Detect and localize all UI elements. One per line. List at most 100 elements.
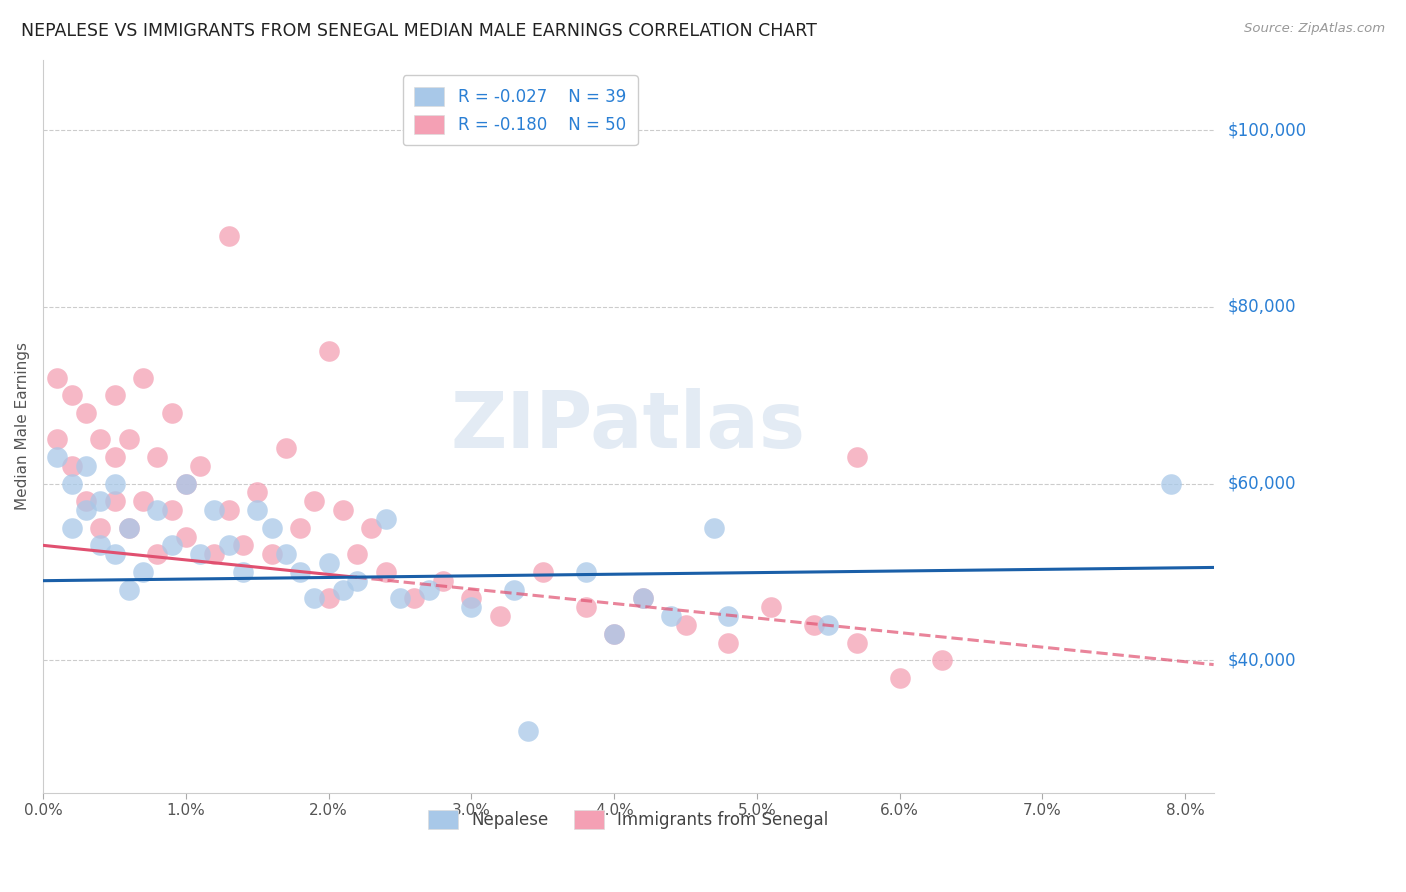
Point xyxy=(631,591,654,606)
Point xyxy=(517,723,540,738)
Point xyxy=(603,626,626,640)
Point xyxy=(374,565,396,579)
Point xyxy=(89,433,111,447)
Point xyxy=(260,547,283,561)
Point xyxy=(304,494,326,508)
Point xyxy=(174,476,197,491)
Point xyxy=(103,476,125,491)
Point xyxy=(232,565,254,579)
Text: $60,000: $60,000 xyxy=(1227,475,1296,492)
Point xyxy=(304,591,326,606)
Point xyxy=(146,503,169,517)
Point xyxy=(118,582,141,597)
Point xyxy=(374,512,396,526)
Text: $80,000: $80,000 xyxy=(1227,298,1296,316)
Point xyxy=(1160,476,1182,491)
Point xyxy=(218,538,240,552)
Point xyxy=(75,494,97,508)
Point xyxy=(188,547,211,561)
Point xyxy=(174,529,197,543)
Point xyxy=(332,503,354,517)
Point xyxy=(218,503,240,517)
Point xyxy=(489,609,512,624)
Point xyxy=(75,406,97,420)
Point xyxy=(246,485,269,500)
Point xyxy=(160,538,183,552)
Text: $100,000: $100,000 xyxy=(1227,121,1306,139)
Point xyxy=(503,582,526,597)
Point xyxy=(89,521,111,535)
Point xyxy=(60,388,83,402)
Point xyxy=(103,450,125,464)
Point xyxy=(60,458,83,473)
Point xyxy=(118,521,141,535)
Point xyxy=(418,582,440,597)
Point xyxy=(118,521,141,535)
Point xyxy=(204,547,226,561)
Legend: Nepalese, Immigrants from Senegal: Nepalese, Immigrants from Senegal xyxy=(422,803,835,836)
Point xyxy=(931,653,953,667)
Point xyxy=(803,618,825,632)
Point xyxy=(574,565,596,579)
Point xyxy=(346,574,368,588)
Point xyxy=(318,344,340,359)
Point xyxy=(89,538,111,552)
Point xyxy=(531,565,554,579)
Point xyxy=(103,547,125,561)
Point xyxy=(60,476,83,491)
Text: NEPALESE VS IMMIGRANTS FROM SENEGAL MEDIAN MALE EARNINGS CORRELATION CHART: NEPALESE VS IMMIGRANTS FROM SENEGAL MEDI… xyxy=(21,22,817,40)
Point xyxy=(188,458,211,473)
Point xyxy=(160,406,183,420)
Point xyxy=(146,450,169,464)
Point xyxy=(845,635,868,649)
Point xyxy=(404,591,426,606)
Text: $40,000: $40,000 xyxy=(1227,651,1296,669)
Point xyxy=(103,494,125,508)
Point xyxy=(288,521,311,535)
Point xyxy=(60,521,83,535)
Y-axis label: Median Male Earnings: Median Male Earnings xyxy=(15,343,30,510)
Point xyxy=(46,450,69,464)
Point xyxy=(659,609,682,624)
Point xyxy=(318,556,340,570)
Point xyxy=(46,433,69,447)
Point xyxy=(204,503,226,517)
Point xyxy=(75,458,97,473)
Point xyxy=(46,370,69,384)
Point xyxy=(759,600,782,615)
Point xyxy=(318,591,340,606)
Point xyxy=(717,609,740,624)
Point xyxy=(389,591,412,606)
Point xyxy=(574,600,596,615)
Point xyxy=(603,626,626,640)
Point xyxy=(118,433,141,447)
Text: ZIPatlas: ZIPatlas xyxy=(451,388,806,464)
Point xyxy=(717,635,740,649)
Point xyxy=(817,618,839,632)
Text: Source: ZipAtlas.com: Source: ZipAtlas.com xyxy=(1244,22,1385,36)
Point xyxy=(288,565,311,579)
Point xyxy=(332,582,354,597)
Point xyxy=(346,547,368,561)
Point xyxy=(460,591,482,606)
Point xyxy=(75,503,97,517)
Point xyxy=(132,565,155,579)
Point xyxy=(460,600,482,615)
Point xyxy=(260,521,283,535)
Point xyxy=(103,388,125,402)
Point xyxy=(246,503,269,517)
Point xyxy=(232,538,254,552)
Point xyxy=(218,229,240,244)
Point xyxy=(274,441,297,455)
Point xyxy=(631,591,654,606)
Point xyxy=(160,503,183,517)
Point xyxy=(274,547,297,561)
Point xyxy=(889,671,911,685)
Point xyxy=(432,574,454,588)
Point xyxy=(703,521,725,535)
Point xyxy=(132,494,155,508)
Point xyxy=(845,450,868,464)
Point xyxy=(675,618,697,632)
Point xyxy=(174,476,197,491)
Point xyxy=(132,370,155,384)
